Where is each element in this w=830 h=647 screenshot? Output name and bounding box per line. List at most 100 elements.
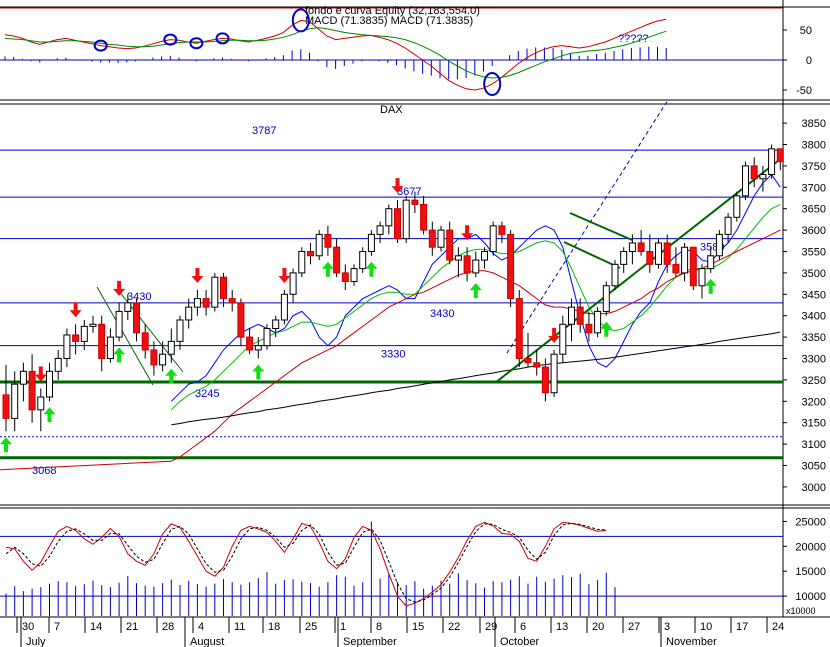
level-label-3430: 3430 bbox=[430, 308, 454, 320]
candle-body bbox=[402, 199, 410, 240]
macd-highlight-circle bbox=[483, 72, 502, 96]
candle-body bbox=[655, 242, 662, 265]
macd-highlight-circle bbox=[93, 39, 108, 52]
uptrend-line bbox=[494, 156, 784, 384]
candle-body bbox=[585, 323, 593, 334]
candle-body bbox=[602, 285, 610, 312]
buy-arrow bbox=[165, 368, 178, 384]
candle-body bbox=[106, 336, 114, 359]
candle-body bbox=[280, 293, 288, 321]
candle-body bbox=[28, 370, 36, 411]
x-day-label: 3 bbox=[664, 621, 670, 633]
x-day-label: 30 bbox=[22, 621, 34, 633]
candle-body bbox=[254, 345, 262, 351]
candle-body bbox=[533, 362, 541, 368]
price-tick-label: 3650 bbox=[802, 204, 826, 216]
price-tick-label: 3800 bbox=[802, 140, 826, 152]
candle-body bbox=[550, 353, 558, 394]
x-day-label: 20 bbox=[592, 621, 604, 633]
price-tick-label: 3100 bbox=[802, 439, 826, 451]
candle-body bbox=[768, 148, 776, 175]
level-label-3430: 3430 bbox=[127, 291, 151, 303]
x-axis: 30 7 14 21 28 4 11 18 25 1 8 15 22 29 6 13 20 27 3 10 17 24Ju… bbox=[16, 617, 784, 647]
candle-body bbox=[211, 276, 219, 308]
x-day-label: 18 bbox=[268, 621, 280, 633]
buy-arrow bbox=[0, 437, 12, 453]
candle-body bbox=[307, 251, 314, 257]
sell-arrow bbox=[191, 268, 204, 284]
candle-body bbox=[559, 323, 567, 355]
candle-body bbox=[707, 255, 715, 270]
x-day-label: 4 bbox=[198, 621, 204, 633]
stochastic-unit-label: x10000 bbox=[786, 606, 816, 616]
stoch-tick-label: 15000 bbox=[795, 566, 826, 578]
x-day-label: 24 bbox=[772, 621, 784, 633]
candle-body bbox=[141, 332, 149, 351]
level-label-3068: 3068 bbox=[32, 465, 56, 477]
candle-body bbox=[54, 357, 62, 372]
price-tick-label: 3750 bbox=[802, 161, 826, 173]
candle-body bbox=[689, 246, 697, 287]
x-day-label: 1 bbox=[340, 621, 346, 633]
candle-body bbox=[724, 216, 732, 235]
signal-arrows bbox=[0, 178, 717, 453]
trend-lines bbox=[96, 99, 784, 386]
candle-body bbox=[80, 325, 88, 342]
candle-body bbox=[376, 225, 384, 235]
candle-body bbox=[19, 370, 27, 385]
price-tick-label: 3300 bbox=[802, 353, 826, 365]
level-label-3330: 3330 bbox=[381, 349, 405, 361]
stoch-tick-label: 25000 bbox=[795, 516, 826, 528]
candle-body bbox=[133, 302, 140, 334]
x-day-label: 14 bbox=[90, 621, 102, 633]
candle-body bbox=[663, 242, 671, 265]
macd-line-green bbox=[4, 27, 667, 79]
x-day-label: 13 bbox=[556, 621, 568, 633]
sell-arrow bbox=[391, 178, 404, 194]
candle-body bbox=[341, 272, 349, 282]
macd-subtitle: MACD (71.3835) MACD (71.3835) bbox=[305, 15, 473, 27]
sell-arrow bbox=[113, 280, 126, 296]
candle-body bbox=[46, 370, 53, 398]
stochastic-y-axis: 25000 20000 15000 10000 bbox=[0, 516, 826, 603]
candle-body bbox=[611, 263, 619, 287]
candle-body bbox=[394, 208, 401, 240]
candle-body bbox=[150, 349, 158, 366]
candle-body bbox=[715, 233, 723, 257]
buy-arrow bbox=[113, 347, 126, 363]
price-tick-label: 3150 bbox=[802, 418, 826, 430]
price-tick-label: 3550 bbox=[802, 247, 826, 259]
macd-annotation: ????? bbox=[618, 33, 649, 45]
ma-fast-blue bbox=[170, 173, 781, 402]
price-tick-label: 3000 bbox=[802, 482, 826, 494]
macd-lines bbox=[4, 18, 667, 91]
candle-body bbox=[541, 366, 549, 394]
stoch-tick-label: 10000 bbox=[795, 591, 826, 603]
x-day-label: 6 bbox=[520, 621, 526, 633]
buy-arrow bbox=[600, 321, 613, 337]
candle-body bbox=[576, 306, 584, 325]
ma-mid-green bbox=[170, 203, 781, 411]
macd-y-axis: 50 0 -50 bbox=[0, 25, 812, 97]
candle-body bbox=[72, 334, 80, 342]
candle-body bbox=[246, 336, 254, 351]
candle-body bbox=[481, 251, 488, 261]
stochastic-volume-panel: 25000 20000 15000 10000 x10000 bbox=[0, 516, 826, 616]
candle-body bbox=[672, 263, 680, 274]
candle-body bbox=[272, 319, 280, 330]
candle-body bbox=[681, 246, 689, 274]
candle-body bbox=[628, 242, 636, 253]
candle-body bbox=[446, 229, 454, 261]
macd-highlight-circle bbox=[215, 32, 230, 45]
candle-body bbox=[776, 148, 784, 163]
level-label-3245: 3245 bbox=[195, 388, 219, 400]
ma-long-black bbox=[171, 331, 781, 426]
x-month-label: August bbox=[190, 636, 224, 647]
candle-body bbox=[620, 251, 628, 265]
buy-arrow bbox=[469, 283, 482, 299]
stoch-d-line bbox=[5, 522, 607, 603]
volume-bars bbox=[5, 521, 616, 616]
candle-body bbox=[498, 225, 506, 235]
macd-highlight-circle bbox=[189, 37, 204, 50]
